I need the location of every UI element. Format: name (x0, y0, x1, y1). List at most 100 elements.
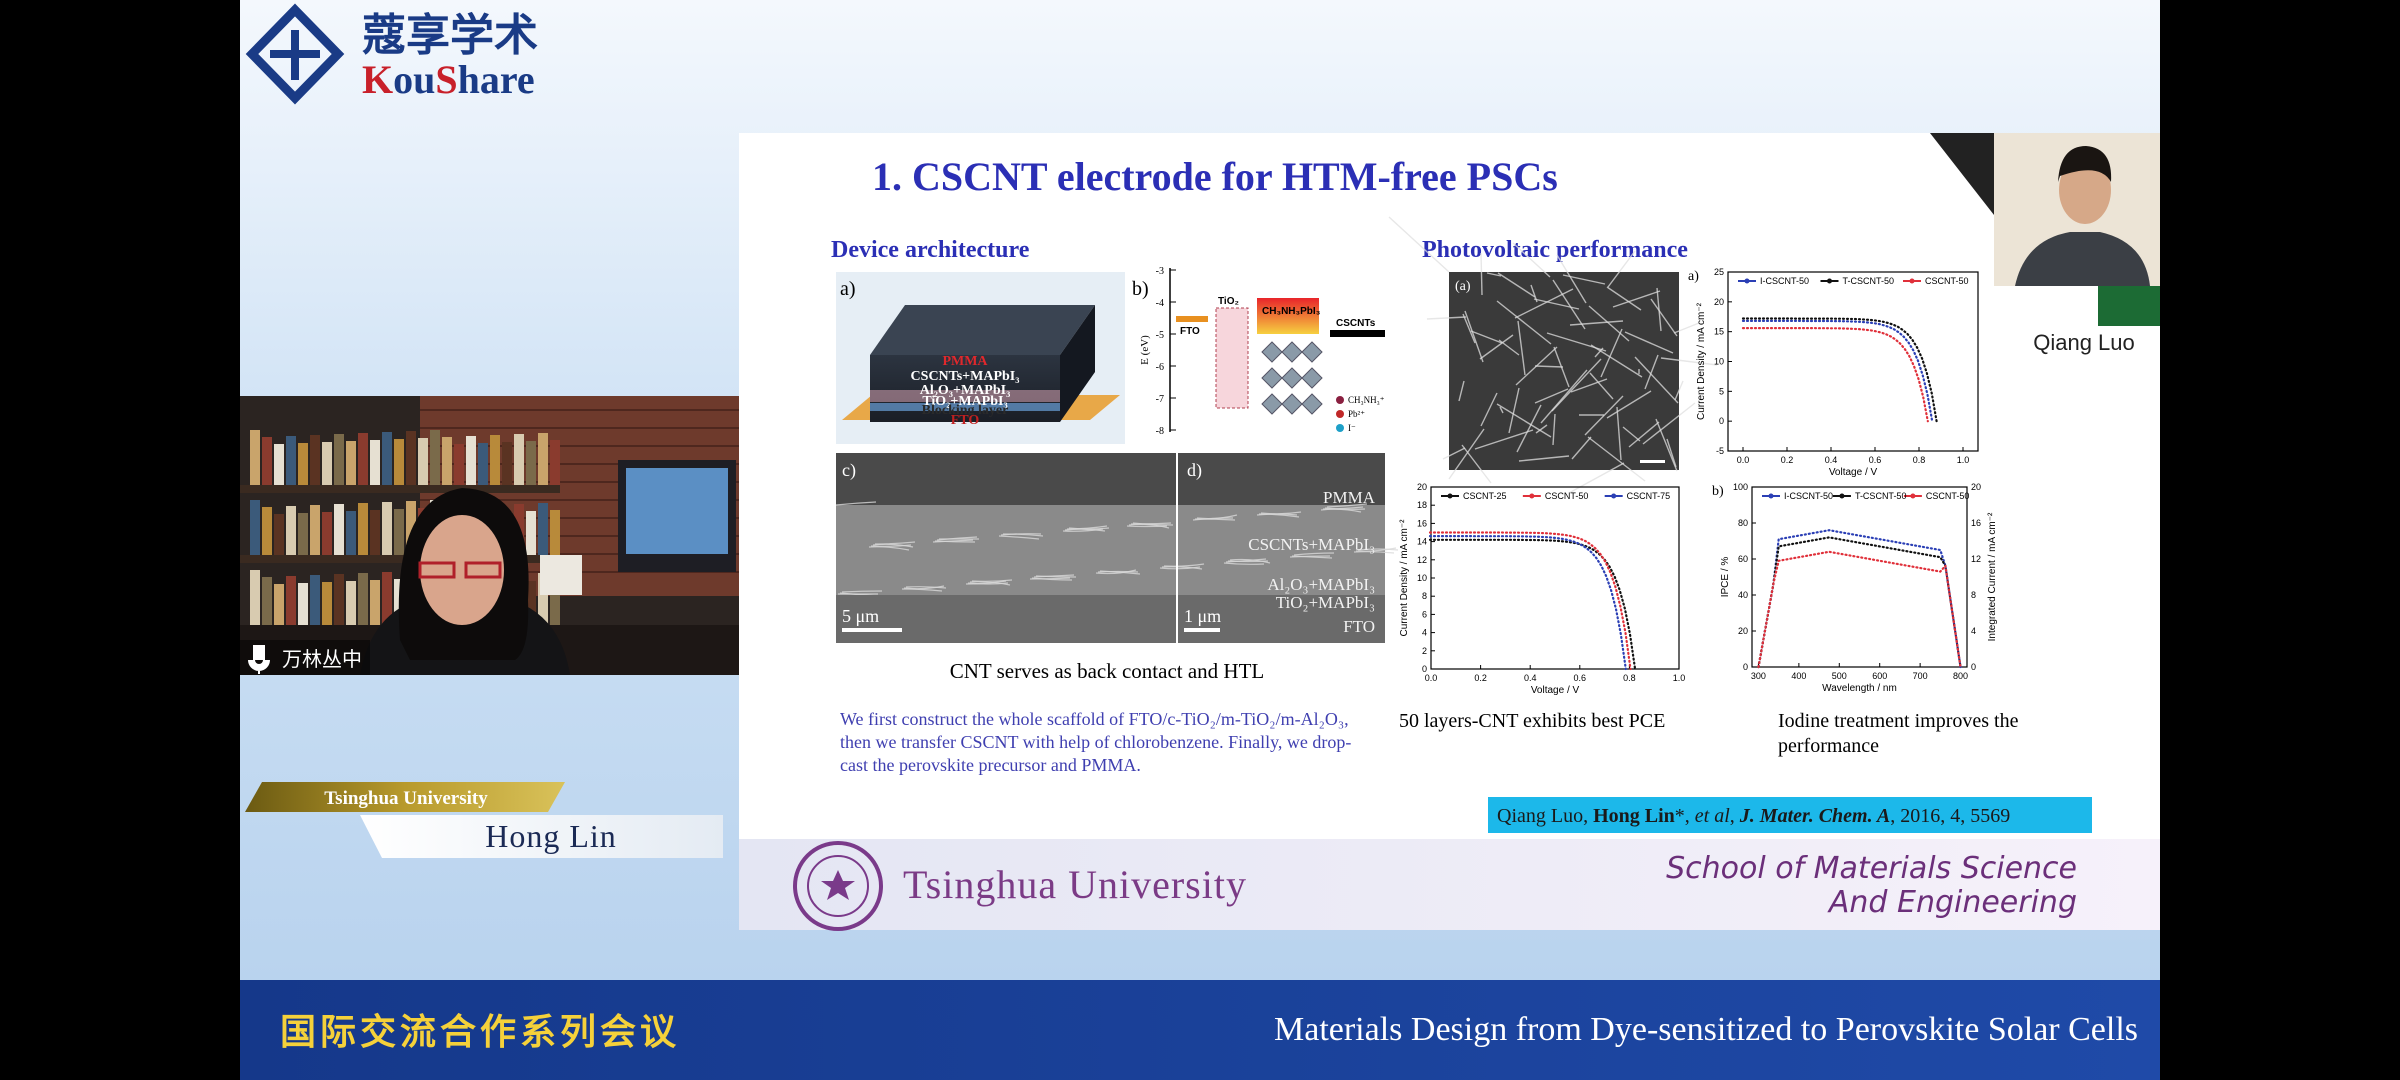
sem-fiber (1227, 560, 1269, 563)
cnt-fiber (1616, 406, 1622, 461)
cnt-fiber (1515, 346, 1558, 386)
tick-label: 2 (1422, 646, 1427, 656)
sem-fiber (1159, 566, 1201, 570)
book (322, 582, 332, 625)
cnt-fiber (1535, 424, 1548, 434)
cnt-fiber (1461, 444, 1492, 484)
book (274, 444, 284, 485)
cnt-fiber (1442, 447, 1466, 460)
logo-en: KouShare (362, 57, 535, 102)
book (406, 431, 416, 485)
tick-label: 8 (1971, 590, 1976, 600)
citation-part: , 2016, 4, 5569 (1890, 805, 2010, 827)
book (262, 507, 272, 555)
tick-label: -7 (1156, 394, 1164, 405)
tick-label: -8 (1156, 426, 1164, 437)
tick-label: 12 (1417, 555, 1427, 565)
footer-school: And Engineering (1827, 885, 2077, 920)
book (346, 581, 356, 625)
cnt-fiber (1634, 356, 1679, 404)
name-plate (360, 815, 723, 858)
tick-label: 0 (1422, 664, 1427, 674)
sem-fiber (971, 579, 1013, 582)
tick-label: 300 (1751, 671, 1766, 681)
layer-band (870, 390, 1060, 402)
sem-fiber (874, 541, 916, 545)
legend-label: I⁻ (1348, 423, 1356, 433)
affiliation: Tsinghua University (324, 788, 488, 809)
tick-label: 20 (1738, 626, 1748, 636)
tick-label: 14 (1417, 537, 1427, 547)
book (262, 577, 272, 625)
book (298, 443, 308, 485)
citation-part: Hong Lin (1593, 805, 1675, 827)
cnt-fiber (1673, 322, 1700, 334)
legend-marker (1447, 493, 1453, 499)
plot-frame (1751, 486, 1968, 668)
sem-fiber (1355, 547, 1397, 552)
tick-label: 700 (1913, 671, 1928, 681)
axis-label: Integrated Current / mA cm⁻² (1987, 512, 1998, 641)
speaker-name: Hong Lin (485, 818, 617, 854)
book (370, 440, 380, 485)
book (526, 581, 536, 625)
sem-fiber (841, 590, 883, 593)
legend-label: T-CSCNT-50 (1843, 276, 1895, 286)
tick-label: -5 (1156, 330, 1164, 341)
panel-label: b) (1712, 484, 1724, 499)
sem-fiber (1097, 570, 1139, 573)
sem-fiber (969, 581, 1011, 586)
legend-label: CSCNT-50 (1545, 491, 1589, 501)
cnt-fiber (1587, 436, 1646, 482)
cnt-fiber (1607, 250, 1636, 288)
sem-fiber (967, 582, 1009, 585)
panel-label: a) (1688, 269, 1699, 284)
logo-shape (245, 3, 345, 105)
tick-label: 4 (1422, 628, 1427, 638)
speaker-thumbnail (1930, 133, 2160, 326)
sem-fiber (936, 536, 978, 541)
energy-figure (1169, 268, 1385, 432)
caption: CNT serves as back contact and HTL (950, 659, 1265, 683)
figure-curve (1428, 535, 1627, 671)
mic-icon (248, 645, 270, 674)
monitor-screen (626, 468, 728, 554)
sem-fiber (1000, 533, 1042, 536)
book (430, 430, 440, 485)
book (382, 572, 392, 625)
figure-curve (1741, 317, 1938, 423)
tick-label: 0.8 (1623, 673, 1636, 683)
logo-en-part: hare (458, 57, 535, 102)
tick-label: 10 (1417, 573, 1427, 583)
legend-marker (1827, 278, 1832, 284)
cnt-fiber (1655, 418, 1678, 472)
caption: 50 layers-CNT exhibits best PCE (1399, 710, 1665, 732)
axis-label: Current Density / mA cm⁻² (1399, 519, 1410, 637)
scale-bar (1184, 628, 1220, 632)
thumb-face (2059, 156, 2111, 224)
cnt-fiber (1533, 298, 1580, 310)
sem-fiber (1322, 506, 1364, 510)
sem-fiber (835, 501, 877, 506)
book (490, 435, 500, 485)
cnt-fiber (1512, 242, 1551, 278)
cnt-fiber (1516, 404, 1542, 453)
cnt-fiber (1534, 388, 1569, 404)
citation-part: , (1730, 805, 1740, 827)
person-glasses (418, 561, 502, 579)
logo-en-part: S (435, 57, 457, 102)
citation-box (1488, 797, 2092, 833)
cnt-band (1330, 330, 1385, 337)
tick-label: 0.0 (1737, 455, 1750, 465)
legend-marker (1529, 493, 1535, 499)
panel-label: (a) (1455, 279, 1471, 294)
scale-bar (1640, 460, 1665, 463)
cnt-fiber (1612, 290, 1661, 308)
book (370, 510, 380, 555)
tick-label: 5 (1719, 386, 1724, 396)
sem-fiber (905, 586, 947, 589)
cnt-fiber (1600, 328, 1623, 378)
sem-fiber (1289, 555, 1331, 558)
tick-label: 12 (1971, 554, 1981, 564)
